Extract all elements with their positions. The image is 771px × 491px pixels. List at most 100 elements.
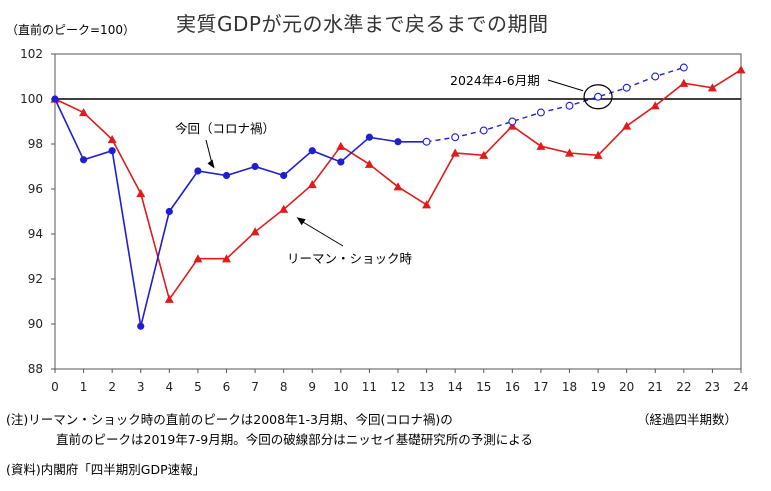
y-tick-label: 90: [28, 317, 43, 331]
lehman-point: [736, 65, 746, 74]
series-covid-line: [54, 98, 427, 327]
label-2024q2: 2024年4-6月期: [450, 73, 540, 88]
lehman-point: [679, 78, 689, 87]
x-tick-label: 24: [733, 380, 748, 394]
covid-point: [251, 162, 259, 171]
covid-forecast-point: [422, 137, 431, 146]
annotations: 今回（コロナ禍） リーマン・ショック時 2024年4-6月期: [175, 73, 613, 266]
x-tick-label: 12: [390, 380, 405, 394]
lehman-point: [279, 204, 289, 213]
lehman-point: [250, 227, 260, 236]
covid-point: [222, 171, 231, 180]
arrowhead-covid: [207, 159, 215, 169]
x-tick-label: 13: [419, 380, 434, 394]
covid-point: [51, 95, 59, 103]
note-line-1: (注)リーマン・ショック時の直前のピークは2008年1-3月期、今回(コロナ禍)…: [6, 412, 453, 427]
covid-point: [394, 138, 402, 146]
covid-forecast-point: [479, 126, 488, 135]
lehman-point: [307, 180, 317, 189]
x-tick-label: 10: [333, 380, 348, 394]
covid-forecast-point: [508, 117, 517, 126]
covid-forecast-point: [679, 63, 688, 72]
lehman-point: [164, 294, 174, 303]
y-tick-label: 98: [28, 137, 43, 151]
x-tick-label: 1: [80, 380, 88, 394]
arrow-lehman: [301, 220, 344, 247]
x-axis-unit: （経過四半期数）: [637, 412, 738, 427]
lehman-point: [422, 200, 432, 209]
lehman-point: [565, 148, 574, 157]
x-tick-label: 9: [308, 380, 316, 394]
covid-forecast-point: [622, 83, 631, 92]
x-tick-label: 18: [562, 380, 577, 394]
label-lehman: リーマン・ショック時: [287, 251, 413, 266]
covid-point: [365, 133, 374, 141]
x-tick-label: 4: [166, 380, 174, 394]
x-tick-label: 19: [590, 380, 605, 394]
covid-point: [194, 167, 202, 175]
covid-point: [137, 322, 145, 330]
lehman-point: [364, 159, 374, 168]
x-tick-label: 21: [648, 380, 663, 394]
chart-title: 実質GDPが元の水準まで戻るまでの期間: [176, 12, 549, 36]
covid-point: [165, 207, 173, 216]
lehman-point: [79, 108, 89, 117]
covid-point: [308, 147, 316, 155]
lehman-point: [136, 189, 146, 198]
note-line-2: 直前のピークは2019年7-9月期。今回の破線部分はニッセイ基礎研究所の予測によ…: [56, 432, 533, 447]
x-tick-label: 16: [505, 380, 520, 394]
x-tick-label: 5: [194, 380, 202, 394]
covid-forecast-point: [651, 72, 660, 81]
covid-forecast-point: [594, 92, 603, 101]
source-note: (資料)内閣府「四半期別GDP速報」: [6, 462, 206, 477]
x-tick-label: 2: [108, 380, 116, 394]
y-tick-label: 92: [28, 272, 43, 286]
lehman-point: [622, 121, 632, 130]
x-tick-label: 22: [676, 380, 691, 394]
covid-point: [79, 156, 88, 164]
y-tick-label: 88: [28, 362, 43, 376]
y-tick-label: 96: [28, 182, 43, 196]
unit-note: （直前のピーク=100）: [6, 23, 135, 37]
lehman-point: [707, 83, 717, 92]
y-tick-label: 100: [20, 92, 43, 106]
lehman-point: [107, 135, 117, 144]
x-tick-label: 0: [51, 380, 59, 394]
lehman-point: [593, 150, 603, 159]
lehman-point: [479, 150, 489, 159]
leader-2024q2: [547, 79, 584, 92]
label-covid: 今回（コロナ禍）: [175, 121, 275, 136]
covid-forecast-point: [451, 133, 460, 142]
x-tick-label: 6: [223, 380, 231, 394]
series-layer: [50, 63, 746, 330]
y-tick-label: 94: [28, 227, 43, 241]
lehman-point: [650, 101, 660, 110]
covid-point: [108, 147, 116, 155]
arrowhead-lehman: [296, 217, 306, 226]
x-tick-label: 3: [137, 380, 145, 394]
lehman-point: [450, 148, 460, 157]
lehman-point: [336, 141, 346, 150]
x-tick-label: 11: [362, 380, 377, 394]
y-tick-label: 102: [20, 47, 43, 61]
lehman-point: [507, 121, 517, 130]
x-tick-label: 7: [251, 380, 259, 394]
lehman-point: [193, 254, 203, 263]
covid-forecast-point: [565, 101, 574, 110]
covid-forecast-point: [536, 108, 545, 117]
covid-point: [337, 158, 345, 166]
x-tick-label: 15: [476, 380, 491, 394]
lehman-point: [393, 182, 403, 191]
x-tick-label: 8: [280, 380, 288, 394]
covid-point: [280, 171, 288, 180]
x-tick-label: 23: [705, 380, 720, 394]
x-tick-label: 17: [533, 380, 548, 394]
x-tick-label: 20: [619, 380, 634, 394]
lehman-point: [536, 141, 546, 150]
plot-frame: [54, 53, 742, 370]
lehman-point: [222, 254, 231, 263]
x-tick-label: 14: [448, 380, 463, 394]
highlight-circle: [583, 84, 613, 110]
